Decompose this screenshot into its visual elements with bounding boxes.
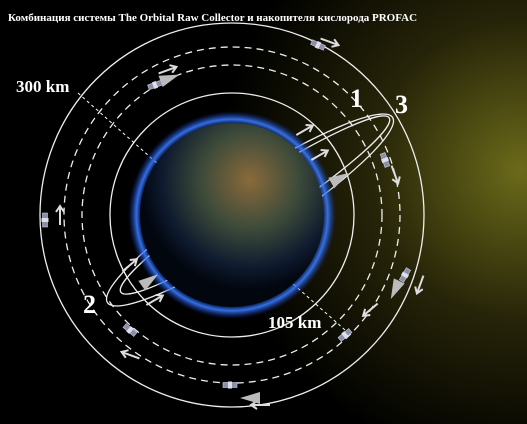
point-label: 3 bbox=[395, 90, 408, 119]
point-label: 2 bbox=[83, 290, 96, 319]
altitude-label: 300 km bbox=[16, 77, 69, 96]
earth bbox=[140, 123, 324, 307]
point-label: 1 bbox=[350, 84, 363, 113]
title: Комбинация системы The Orbital Raw Colle… bbox=[8, 12, 417, 24]
altitude-label: 105 km bbox=[268, 313, 321, 332]
